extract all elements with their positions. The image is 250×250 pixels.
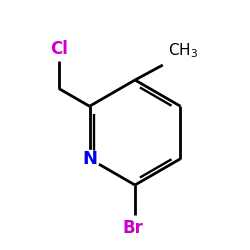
- Text: Br: Br: [122, 219, 143, 237]
- Text: CH$_3$: CH$_3$: [168, 41, 198, 60]
- Text: N: N: [82, 150, 97, 168]
- Text: Cl: Cl: [50, 40, 68, 58]
